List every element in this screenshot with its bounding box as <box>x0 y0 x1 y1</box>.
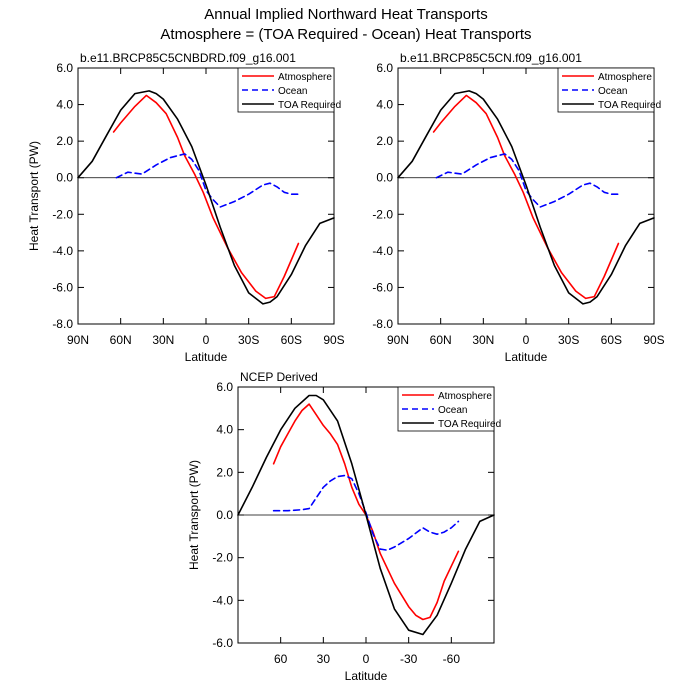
x-tick-label: 90S <box>643 333 664 347</box>
legend-label: Atmosphere <box>278 72 332 83</box>
y-tick-label: -4.0 <box>52 244 73 258</box>
series-line-toa-required <box>397 90 655 305</box>
y-tick-label: -6.0 <box>52 280 73 294</box>
x-tick-label: 90N <box>67 333 89 347</box>
y-tick-label: -2.0 <box>212 551 233 565</box>
figure-title-line1: Annual Implied Northward Heat Transports <box>204 6 488 23</box>
y-tick-label: 4.0 <box>56 98 73 112</box>
y-tick-label: 6.0 <box>216 380 233 394</box>
x-tick-label: 90N <box>387 333 409 347</box>
y-tick-label: 2.0 <box>216 465 233 479</box>
y-tick-label: -8.0 <box>52 317 73 331</box>
series-line-ocean <box>115 153 300 208</box>
legend-label: Ocean <box>598 86 627 97</box>
y-tick-label: 2.0 <box>376 134 393 148</box>
x-tick-label: 60N <box>110 333 132 347</box>
x-tick-label: 30 <box>317 652 331 666</box>
x-tick-label: 0 <box>363 652 370 666</box>
subplot-title: b.e11.BRCP85C5CNBDRD.f09_g16.001 <box>80 51 296 65</box>
series-line-ocean <box>435 153 620 208</box>
y-tick-label: 4.0 <box>376 98 393 112</box>
y-axis-label: Heat Transport (PW) <box>187 460 201 570</box>
x-tick-label: 60S <box>281 333 302 347</box>
legend-label: TOA Required <box>278 100 341 111</box>
chart-panel-3 <box>237 386 495 644</box>
x-tick-label: 0 <box>203 333 210 347</box>
y-tick-label: -8.0 <box>372 317 393 331</box>
x-tick-label: 60S <box>601 333 622 347</box>
y-tick-label: 0.0 <box>376 171 393 185</box>
y-tick-label: -4.0 <box>212 593 233 607</box>
y-tick-label: 4.0 <box>216 423 233 437</box>
subplot-title: b.e11.BRCP85C5CN.f09_g16.001 <box>400 51 582 65</box>
x-tick-label: 30S <box>238 333 259 347</box>
subplot-title: NCEP Derived <box>240 370 318 384</box>
x-tick-label: 30N <box>472 333 494 347</box>
legend-label: Atmosphere <box>438 391 492 402</box>
legend-label: Ocean <box>438 405 467 416</box>
x-tick-label: 90S <box>323 333 344 347</box>
x-tick-label: -60 <box>443 652 461 666</box>
y-tick-label: 0.0 <box>56 171 73 185</box>
figure-title-line2: Atmosphere = (TOA Required - Ocean) Heat… <box>160 26 532 43</box>
series-line-atmosphere <box>272 403 460 621</box>
legend-label: TOA Required <box>598 100 661 111</box>
chart-panel-2 <box>397 67 655 325</box>
y-tick-label: -6.0 <box>212 636 233 650</box>
y-axis-label: Heat Transport (PW) <box>27 141 41 251</box>
y-tick-label: 2.0 <box>56 134 73 148</box>
y-tick-label: -2.0 <box>52 207 73 221</box>
y-tick-label: 0.0 <box>216 508 233 522</box>
legend-label: TOA Required <box>438 419 501 430</box>
y-tick-label: -6.0 <box>372 280 393 294</box>
series-line-toa-required <box>237 394 495 636</box>
legend-label: Ocean <box>278 86 307 97</box>
y-tick-label: 6.0 <box>56 61 73 75</box>
chart-panel-1 <box>77 67 335 325</box>
legend-label: Atmosphere <box>598 72 652 83</box>
x-tick-label: 0 <box>523 333 530 347</box>
x-tick-label: 60 <box>274 652 288 666</box>
series-line-toa-required <box>77 90 335 305</box>
y-tick-label: -4.0 <box>372 244 393 258</box>
series-line-atmosphere <box>112 94 300 300</box>
x-axis-label: Latitude <box>185 350 228 364</box>
x-tick-label: 30S <box>558 333 579 347</box>
x-axis-label: Latitude <box>345 669 388 683</box>
x-tick-label: 60N <box>430 333 452 347</box>
x-tick-label: 30N <box>152 333 174 347</box>
x-tick-label: -30 <box>400 652 418 666</box>
x-axis-label: Latitude <box>505 350 548 364</box>
y-tick-label: 6.0 <box>376 61 393 75</box>
y-tick-label: -2.0 <box>372 207 393 221</box>
series-line-atmosphere <box>432 94 620 300</box>
